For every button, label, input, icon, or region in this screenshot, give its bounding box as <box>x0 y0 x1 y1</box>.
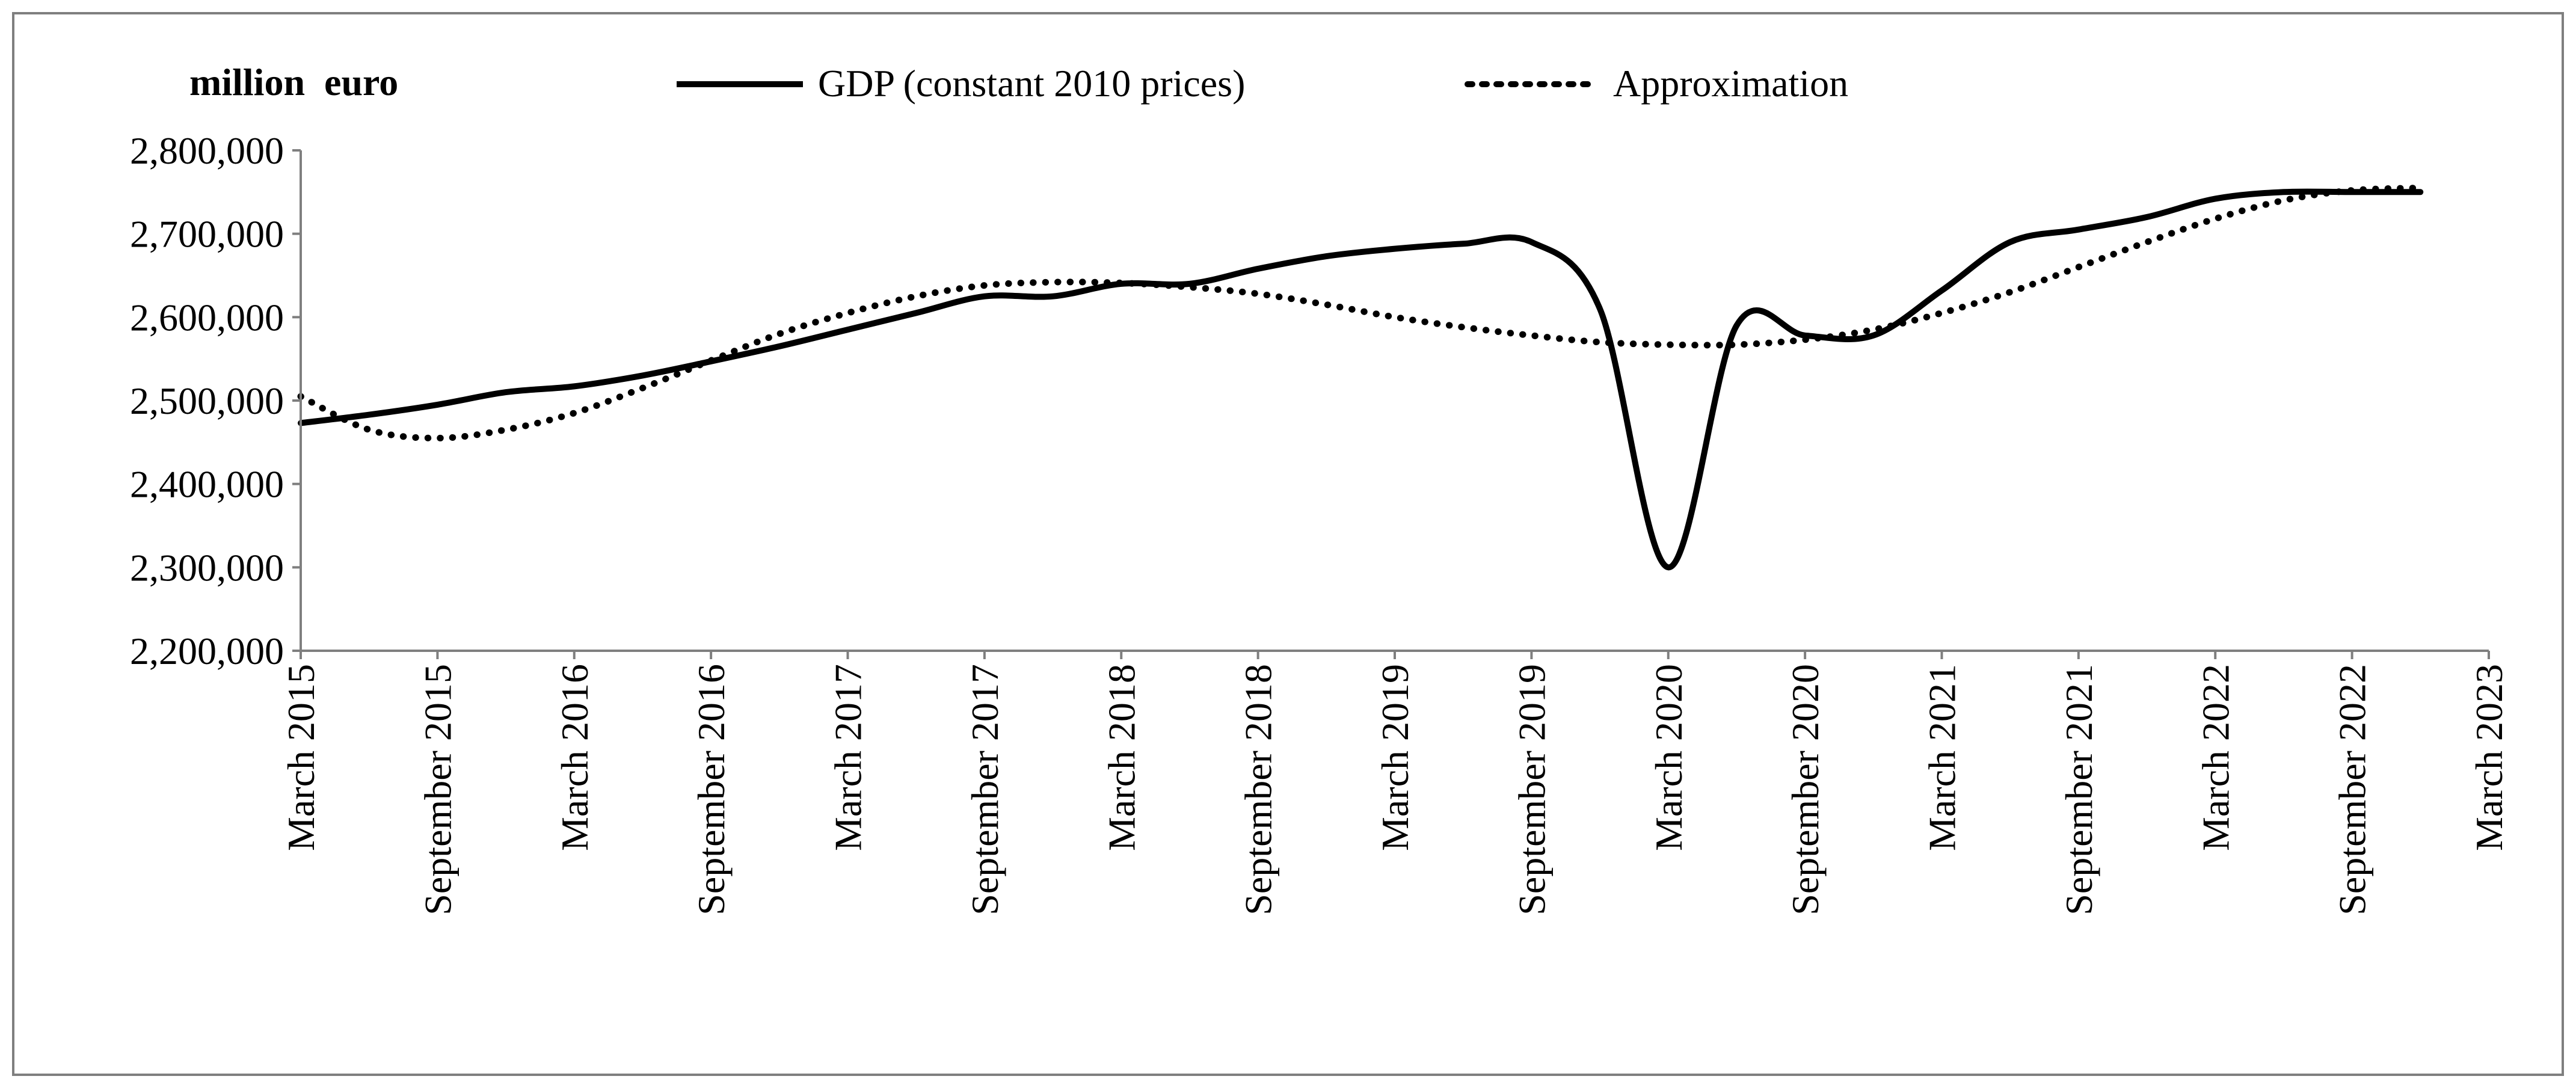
plot-series <box>297 184 2424 571</box>
x-tick-label: March 2023 <box>2468 664 2510 851</box>
series-line-gdp <box>298 188 2424 571</box>
y-tick-label: 2,500,000 <box>130 380 284 422</box>
x-tick-label: September 2017 <box>964 664 1006 915</box>
y-unit-label: million euro <box>189 61 398 103</box>
chart-frame <box>12 12 2564 1076</box>
y-tick-label: 2,700,000 <box>130 213 284 256</box>
x-tick-label: September 2015 <box>416 664 459 915</box>
x-tick-label: September 2016 <box>690 664 733 915</box>
y-tick-label: 2,800,000 <box>130 129 284 172</box>
x-axis-ticks: March 2015 September 2015 March 2016 Septem… <box>280 651 2510 915</box>
y-tick-label: 2,600,000 <box>130 296 284 339</box>
x-tick-label: March 2018 <box>1100 664 1143 851</box>
x-tick-label: March 2022 <box>2194 664 2237 851</box>
x-tick-label: September 2018 <box>1237 664 1280 915</box>
x-tick-label: September 2022 <box>2331 664 2374 915</box>
x-tick-label: March 2020 <box>1647 664 1690 851</box>
x-tick-label: March 2021 <box>1921 664 1964 851</box>
x-tick-label: September 2021 <box>2058 664 2100 915</box>
x-tick-label: September 2020 <box>1784 664 1827 915</box>
legend: GDP (constant 2010 prices) Approximation <box>677 62 1848 105</box>
y-tick-label: 2,400,000 <box>130 463 284 506</box>
legend-label-gdp: GDP (constant 2010 prices) <box>818 62 1245 105</box>
x-tick-label: September 2019 <box>1510 664 1553 915</box>
y-tick-label: 2,300,000 <box>130 546 284 589</box>
x-tick-label: March 2015 <box>280 664 322 851</box>
series-line-approximation <box>297 184 2424 441</box>
x-tick-label: March 2016 <box>553 664 596 851</box>
y-tick-label: 2,200,000 <box>130 630 284 672</box>
y-axis-ticks: 2,200,000 2,300,000 2,400,000 2,500,000 2,60… <box>130 129 301 672</box>
x-tick-label: March 2017 <box>827 664 870 851</box>
legend-label-approximation: Approximation <box>1613 62 1848 105</box>
x-tick-label: March 2019 <box>1374 664 1416 851</box>
